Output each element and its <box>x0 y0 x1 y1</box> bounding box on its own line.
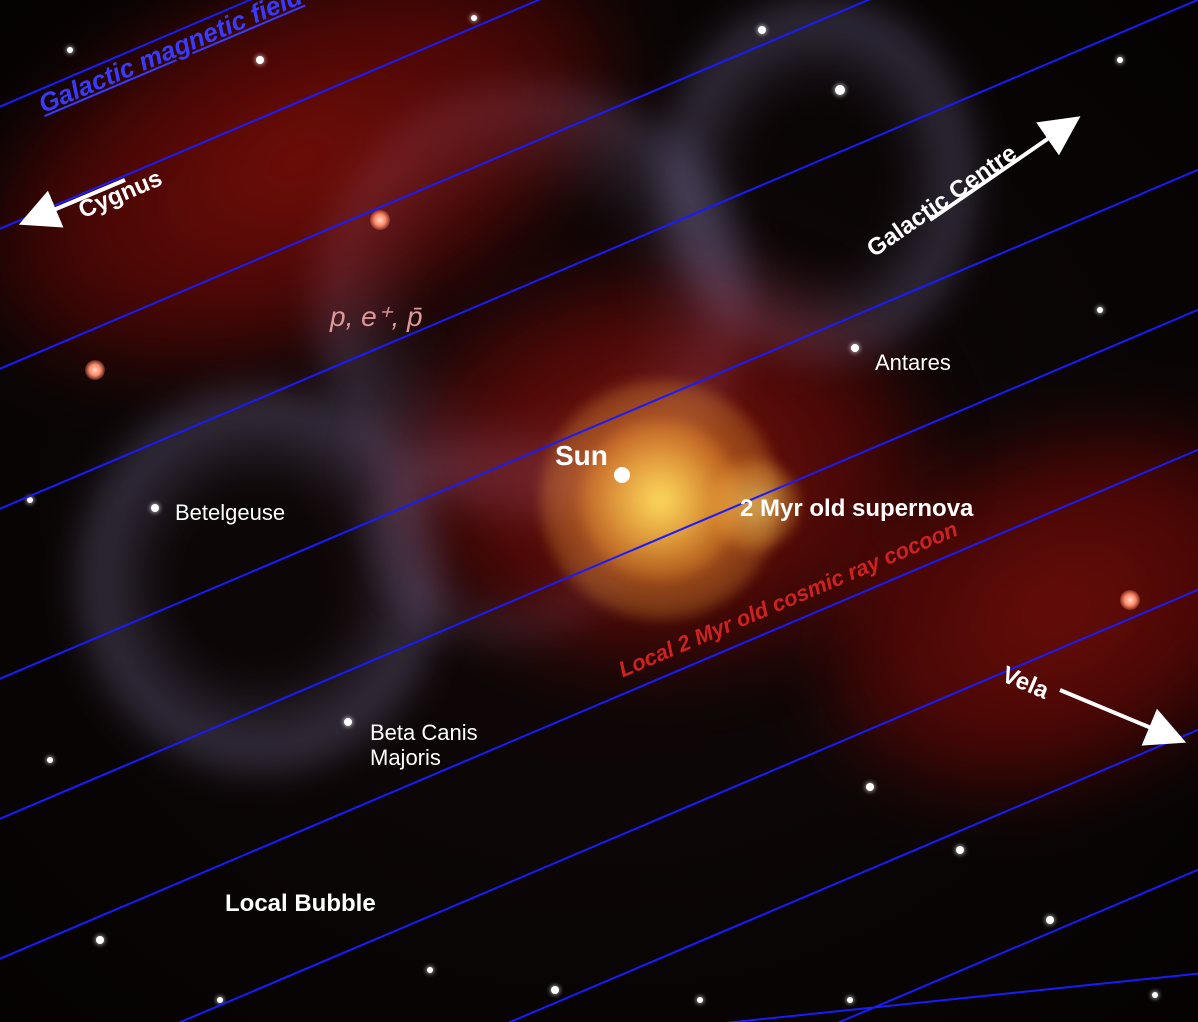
star <box>1117 57 1123 63</box>
sun-marker <box>614 467 630 483</box>
label-particles: p, e⁺, p̄ <box>330 300 423 333</box>
star <box>217 997 223 1003</box>
label-majoris: Majoris <box>370 745 441 771</box>
star <box>344 718 352 726</box>
label-betelgeuse: Betelgeuse <box>175 500 285 526</box>
star <box>67 47 73 53</box>
star <box>256 56 264 64</box>
star <box>697 997 703 1003</box>
star <box>758 26 766 34</box>
label-beta-canis: Beta Canis <box>370 720 478 746</box>
star <box>47 757 53 763</box>
star <box>1046 916 1054 924</box>
star <box>956 846 964 854</box>
star <box>866 783 874 791</box>
label-antares: Antares <box>875 350 951 376</box>
diagram-stage: Galactic magnetic fieldCygnusGalactic Ce… <box>0 0 1198 1022</box>
star <box>551 986 559 994</box>
star <box>27 497 33 503</box>
star <box>1097 307 1103 313</box>
star <box>96 936 104 944</box>
field-line <box>0 835 1198 1022</box>
red-star <box>1120 590 1140 610</box>
star <box>151 504 159 512</box>
label-sun: Sun <box>555 440 608 472</box>
star <box>471 15 477 21</box>
red-star <box>85 360 105 380</box>
star <box>427 967 433 973</box>
field-line <box>180 965 1198 1022</box>
star <box>835 85 845 95</box>
star <box>847 997 853 1003</box>
label-local-bubble: Local Bubble <box>225 890 376 918</box>
star <box>851 344 859 352</box>
red-star <box>370 210 390 230</box>
label-supernova: 2 Myr old supernova <box>740 495 973 523</box>
star <box>1152 992 1158 998</box>
